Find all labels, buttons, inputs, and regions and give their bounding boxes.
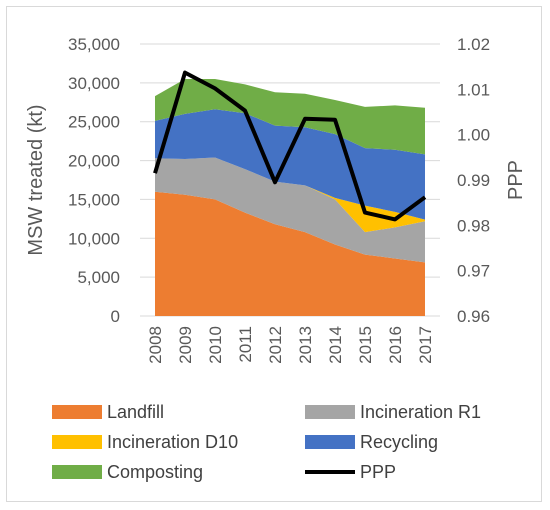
x-tick-label: 2013 [296, 326, 315, 364]
x-axis-ticks: 2008 2009 2010 2011 2012 2013 2014 2015 2016 2017 [146, 326, 435, 364]
legend-swatch-recycling [305, 435, 355, 449]
area-composting [155, 79, 425, 155]
y-tick-label: 25,000 [68, 113, 120, 132]
x-tick-label: 2017 [416, 326, 435, 364]
left-axis-ticks: 0 5,000 10,000 15,000 20,000 25,000 30,000 35,0… [68, 35, 120, 326]
y2-tick-label: 0.98 [457, 216, 490, 235]
right-axis-ticks: 0.96 0.97 0.98 0.99 1.00 1.01 1.02 [457, 35, 490, 326]
y-tick-label: 30,000 [68, 74, 120, 93]
x-tick-label: 2010 [206, 326, 225, 364]
area-landfill [155, 191, 425, 316]
legend-label-incineration-r1: Incineration R1 [360, 402, 481, 422]
y2-tick-label: 0.97 [457, 262, 490, 281]
y-tick-label: 0 [111, 307, 120, 326]
legend-label-incineration-d10: Incineration D10 [107, 432, 238, 452]
x-tick-label: 2016 [386, 326, 405, 364]
ppp-line [153, 70, 427, 222]
x-tick-label: 2011 [236, 326, 255, 363]
y2-axis-title: PPP [505, 160, 527, 200]
x-tick-label: 2015 [356, 326, 375, 364]
y2-tick-label: 1.02 [457, 35, 490, 54]
y-tick-label: 5,000 [77, 268, 120, 287]
legend-swatch-landfill [52, 405, 102, 419]
ppp-line-series [153, 70, 427, 222]
x-tick-label: 2009 [176, 326, 195, 364]
area-incineration-d10 [155, 157, 425, 233]
y-axis-title: MSW treated (kt) [25, 104, 47, 255]
legend: Landfill Incineration R1 Incineration D10 R… [52, 402, 481, 482]
legend-label-composting: Composting [107, 462, 203, 482]
y2-tick-label: 0.96 [457, 307, 490, 326]
y-tick-label: 15,000 [68, 190, 120, 209]
legend-swatch-incineration-d10 [52, 435, 102, 449]
legend-label-ppp: PPP [360, 462, 396, 482]
y-tick-label: 20,000 [68, 152, 120, 171]
y2-tick-label: 1.00 [457, 126, 490, 145]
legend-swatch-incineration-r1 [305, 405, 355, 419]
legend-label-landfill: Landfill [107, 402, 164, 422]
y2-tick-label: 0.99 [457, 171, 490, 190]
x-tick-label: 2008 [146, 326, 165, 364]
y-tick-label: 35,000 [68, 35, 120, 54]
x-tick-label: 2012 [266, 326, 285, 364]
y-tick-label: 10,000 [68, 229, 120, 248]
x-tick-label: 2014 [326, 326, 345, 364]
y2-tick-label: 1.01 [457, 80, 490, 99]
area-series [155, 79, 425, 316]
area-incineration-r1 [155, 157, 425, 263]
legend-swatch-composting [52, 465, 102, 479]
legend-label-recycling: Recycling [360, 432, 438, 452]
